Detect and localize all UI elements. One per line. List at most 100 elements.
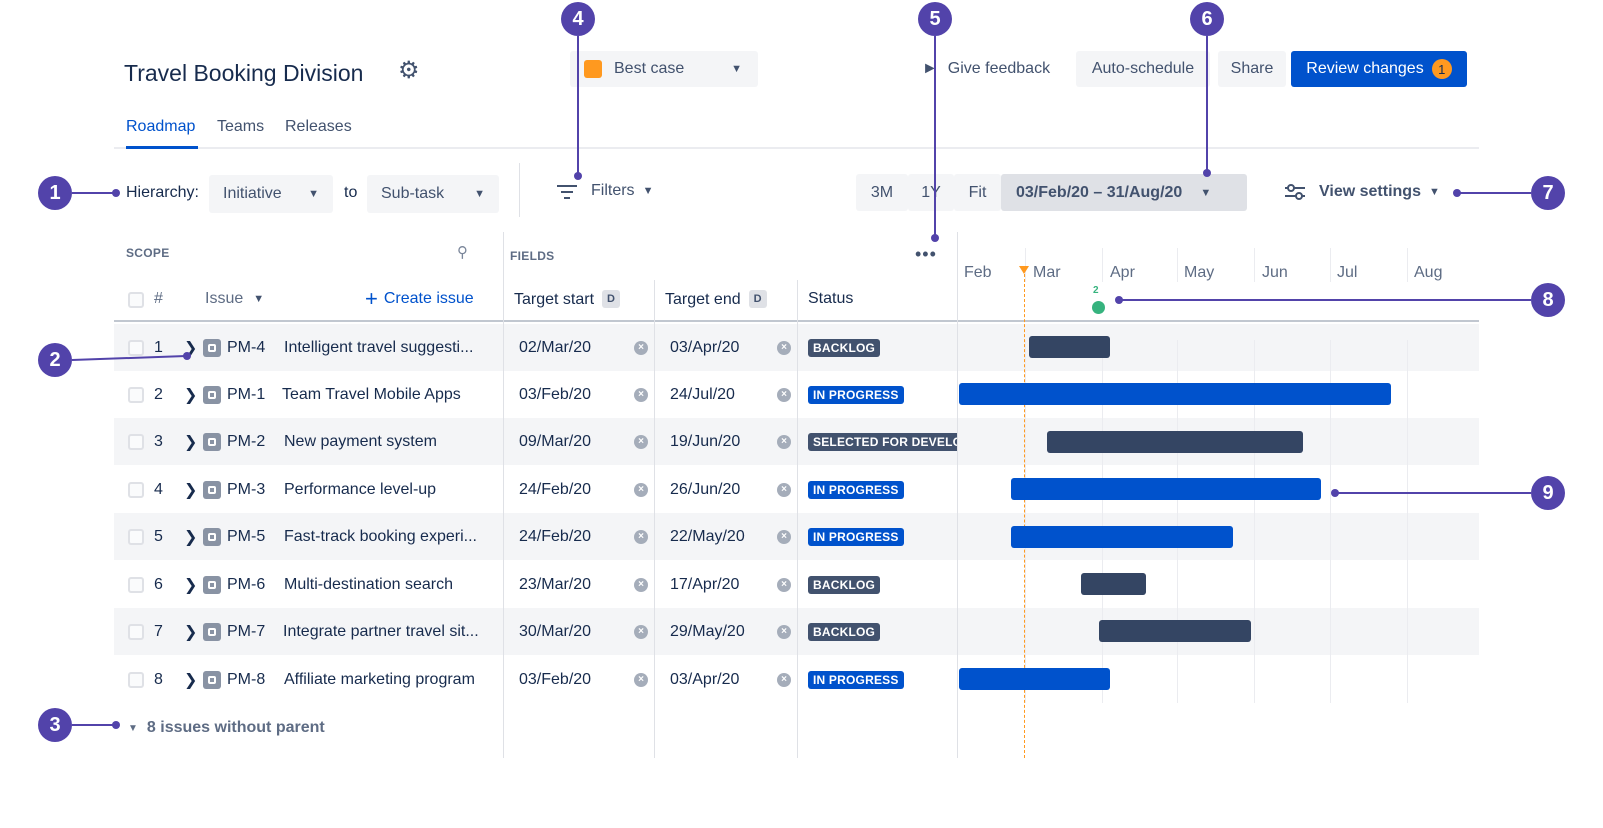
issue-summary[interactable]: Multi-destination search xyxy=(284,575,453,593)
target-start-header[interactable]: Target start D xyxy=(514,290,621,309)
row-checkbox[interactable] xyxy=(128,528,144,545)
issue-summary[interactable]: Performance level-up xyxy=(284,480,437,498)
target-end-value[interactable]: 19/Jun/20 xyxy=(670,432,741,450)
target-end-header[interactable]: Target end D xyxy=(665,290,767,309)
target-end-value[interactable]: 29/May/20 xyxy=(670,622,745,640)
more-options-icon[interactable]: ••• xyxy=(915,244,937,264)
zoom-3m-button[interactable]: 3M xyxy=(856,174,908,211)
tab-teams[interactable]: Teams xyxy=(217,118,265,135)
clear-icon[interactable]: × xyxy=(634,624,648,639)
share-button[interactable]: Share xyxy=(1218,51,1286,87)
date-range-select[interactable]: 03/Feb/20 – 31/Aug/20 ▼ xyxy=(1001,174,1247,211)
row-checkbox[interactable] xyxy=(128,386,144,403)
table-row[interactable]: 7 ❯ PM-7 Integrate partner travel sit...… xyxy=(114,608,1479,655)
row-checkbox[interactable] xyxy=(128,576,144,593)
target-end-value[interactable]: 03/Apr/20 xyxy=(670,338,740,356)
expand-chevron-icon[interactable]: ❯ xyxy=(184,481,198,499)
expand-chevron-icon[interactable]: ❯ xyxy=(184,386,198,404)
issue-key[interactable]: PM-1 xyxy=(227,385,266,403)
table-row[interactable]: 5 ❯ PM-5 Fast-track booking experi... 24… xyxy=(114,513,1479,560)
target-start-value[interactable]: 24/Feb/20 xyxy=(519,527,592,545)
issue-summary[interactable]: Affiliate marketing program xyxy=(284,670,475,688)
clear-icon[interactable]: × xyxy=(777,672,791,687)
column-separator[interactable] xyxy=(503,232,504,758)
review-changes-button[interactable]: Review changes 1 xyxy=(1291,51,1467,87)
status-lozenge[interactable]: SELECTED FOR DEVELO xyxy=(808,432,958,451)
issue-summary[interactable]: Integrate partner travel sit... xyxy=(283,622,479,640)
clear-icon[interactable]: × xyxy=(634,340,648,355)
clear-icon[interactable]: × xyxy=(634,482,648,497)
status-lozenge[interactable]: IN PROGRESS xyxy=(808,480,904,499)
clear-icon[interactable]: × xyxy=(634,387,648,402)
expand-chevron-icon[interactable]: ❯ xyxy=(184,528,198,546)
issue-summary[interactable]: Intelligent travel suggesti... xyxy=(284,338,474,356)
target-start-value[interactable]: 23/Mar/20 xyxy=(519,575,592,593)
target-end-value[interactable]: 26/Jun/20 xyxy=(670,480,741,498)
issue-key[interactable]: PM-5 xyxy=(227,527,266,545)
search-icon[interactable]: ⚲ xyxy=(457,244,468,261)
status-lozenge[interactable]: BACKLOG xyxy=(808,622,881,641)
issue-key[interactable]: PM-3 xyxy=(227,480,266,498)
schedule-bar[interactable] xyxy=(1047,431,1303,453)
target-end-value[interactable]: 03/Apr/20 xyxy=(670,670,740,688)
scenario-select[interactable]: Best case ▼ xyxy=(570,51,758,87)
target-start-value[interactable]: 03/Feb/20 xyxy=(519,670,592,688)
hierarchy-from-select[interactable]: Initiative ▼ xyxy=(209,175,333,213)
target-end-value[interactable]: 24/Jul/20 xyxy=(670,385,735,403)
issue-key[interactable]: PM-2 xyxy=(227,432,266,450)
clear-icon[interactable]: × xyxy=(777,387,791,402)
clear-icon[interactable]: × xyxy=(777,340,791,355)
row-checkbox[interactable] xyxy=(128,481,144,498)
status-lozenge[interactable]: IN PROGRESS xyxy=(808,670,904,689)
issue-column-header[interactable]: Issue ▼ xyxy=(205,290,264,308)
auto-schedule-button[interactable]: Auto-schedule xyxy=(1076,51,1210,87)
give-feedback-button[interactable]: ► Give feedback xyxy=(908,51,1064,87)
view-settings-button[interactable]: View settings ▼ xyxy=(1284,183,1440,201)
schedule-bar[interactable] xyxy=(959,668,1110,690)
clear-icon[interactable]: × xyxy=(634,529,648,544)
issue-key[interactable]: PM-7 xyxy=(227,622,266,640)
target-end-value[interactable]: 17/Apr/20 xyxy=(670,575,740,593)
target-start-value[interactable]: 03/Feb/20 xyxy=(519,385,592,403)
clear-icon[interactable]: × xyxy=(777,529,791,544)
schedule-bar[interactable] xyxy=(1011,526,1233,548)
clear-icon[interactable]: × xyxy=(777,434,791,449)
release-marker[interactable] xyxy=(1092,301,1105,314)
zoom-1y-button[interactable]: 1Y xyxy=(908,174,954,211)
status-lozenge[interactable]: IN PROGRESS xyxy=(808,527,904,546)
schedule-bar[interactable] xyxy=(1011,478,1321,500)
status-header[interactable]: Status xyxy=(808,290,854,307)
clear-icon[interactable]: × xyxy=(634,672,648,687)
issue-summary[interactable]: New payment system xyxy=(284,432,437,450)
zoom-fit-button[interactable]: Fit xyxy=(954,174,1001,211)
table-row[interactable]: 1 ❯ PM-4 Intelligent travel suggesti... … xyxy=(114,324,1479,371)
hierarchy-to-select[interactable]: Sub-task ▼ xyxy=(367,175,499,213)
issue-summary[interactable]: Team Travel Mobile Apps xyxy=(282,385,461,403)
target-start-value[interactable]: 02/Mar/20 xyxy=(519,338,592,356)
issue-key[interactable]: PM-4 xyxy=(227,338,266,356)
target-end-value[interactable]: 22/May/20 xyxy=(670,527,745,545)
status-lozenge[interactable]: IN PROGRESS xyxy=(808,385,904,404)
target-start-value[interactable]: 30/Mar/20 xyxy=(519,622,592,640)
row-checkbox[interactable] xyxy=(128,623,144,640)
table-row[interactable]: 8 ❯ PM-8 Affiliate marketing program 03/… xyxy=(114,656,1479,703)
status-lozenge[interactable]: BACKLOG xyxy=(808,575,881,594)
gear-icon[interactable]: ⚙ xyxy=(398,57,420,84)
timeline-separator[interactable] xyxy=(957,232,958,758)
clear-icon[interactable]: × xyxy=(634,434,648,449)
filters-button[interactable]: Filters ▼ xyxy=(556,182,653,200)
target-start-value[interactable]: 09/Mar/20 xyxy=(519,432,592,450)
row-checkbox[interactable] xyxy=(128,671,144,688)
column-separator[interactable] xyxy=(654,280,655,758)
table-row[interactable]: 4 ❯ PM-3 Performance level-up 24/Feb/20 … xyxy=(114,466,1479,513)
create-issue-button[interactable]: + Create issue xyxy=(365,288,474,310)
expand-chevron-icon[interactable]: ❯ xyxy=(184,623,198,641)
target-start-value[interactable]: 24/Feb/20 xyxy=(519,480,592,498)
issue-key[interactable]: PM-6 xyxy=(227,575,266,593)
tab-roadmap[interactable]: Roadmap xyxy=(126,118,196,135)
column-separator[interactable] xyxy=(797,280,798,758)
clear-icon[interactable]: × xyxy=(634,577,648,592)
schedule-bar[interactable] xyxy=(1029,336,1110,358)
row-checkbox[interactable] xyxy=(128,339,144,356)
issues-without-parent-toggle[interactable]: ▼ 8 issues without parent xyxy=(128,719,325,737)
